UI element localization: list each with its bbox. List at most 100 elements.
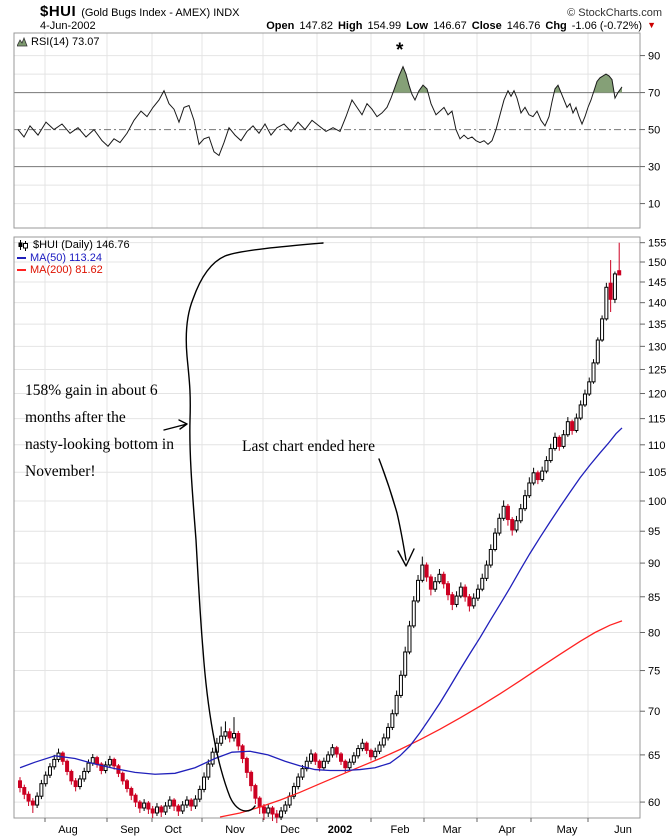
candle-up [518, 508, 523, 522]
gain-annotation-text: 158% gain in about 6 months after the na… [25, 382, 174, 480]
candle-down [368, 749, 373, 758]
open-value: 147.82 [299, 20, 333, 32]
candle-up [454, 595, 459, 605]
candle-up [386, 726, 391, 739]
candle-up [360, 742, 365, 750]
close-label: Close [471, 20, 502, 32]
month-label: May [557, 824, 578, 836]
rsi-axis-label: 50 [648, 125, 660, 137]
candle-down [343, 760, 348, 769]
hand-drawn-curve [185, 242, 324, 812]
symbol-legend-row: $HUI (Daily) 146.76 [17, 239, 130, 252]
candle-up [488, 548, 493, 566]
axis-labels-group: 60 65 70 75 80 85 90 95 100 105 110 115 120 125 130 135… [44, 51, 666, 836]
candle-up [394, 694, 399, 715]
candle-up [416, 579, 421, 602]
candle-down [570, 421, 575, 432]
candle-down [467, 596, 472, 607]
rsi-mountain-icon [17, 37, 28, 47]
candle-down [446, 583, 450, 596]
candle-up [283, 804, 288, 812]
candle-up [52, 758, 57, 768]
candle-up [35, 795, 40, 806]
candle-down [317, 760, 322, 769]
candle-up [210, 751, 215, 765]
candle-down [73, 780, 78, 788]
candle-up [193, 798, 198, 807]
candle-up [330, 747, 335, 756]
candle-down [95, 757, 100, 765]
chart-header: $HUI (Gold Bugs Index - AMEX) INDX © Sto… [40, 3, 662, 20]
rsi-plot-group [14, 65, 640, 168]
ticker-description: (Gold Bugs Index - AMEX) INDX [81, 7, 240, 19]
candle-down [176, 805, 181, 812]
candle-up [591, 362, 596, 383]
small-arrow-pointer [163, 419, 188, 431]
candle-down [424, 564, 429, 578]
candle-down [112, 758, 117, 767]
price-axis-label: 100 [648, 496, 666, 508]
candle-up [493, 532, 498, 550]
candle-up [501, 505, 506, 519]
month-label: Oct [164, 824, 181, 836]
candle-up [266, 807, 271, 814]
candle-up [77, 778, 82, 788]
rsi-axis-label: 70 [648, 88, 660, 100]
candle-up [565, 421, 570, 436]
candle-down [172, 799, 177, 807]
candle-down [189, 799, 194, 807]
candle-up [600, 318, 605, 341]
price-panel-frame [13, 236, 641, 819]
candle-down [428, 576, 433, 590]
rsi-legend-label: RSI(14) 73.07 [31, 36, 100, 48]
candle-up [390, 713, 395, 728]
candle-up [587, 381, 592, 395]
candle-up [548, 448, 553, 462]
price-axis-label: 150 [648, 257, 666, 269]
candle-up [407, 625, 412, 653]
panel-frames-group [13, 32, 641, 819]
rsi-overbought-fill [393, 66, 412, 93]
rsi-axis-label: 10 [648, 199, 660, 211]
candle-down [227, 731, 232, 739]
rsi-overbought-fill [593, 74, 615, 93]
candle-up [197, 788, 202, 800]
close-value: 146.76 [506, 20, 541, 32]
quote-date: 4-Jun-2002 [40, 20, 96, 32]
candle-up [300, 768, 305, 778]
candle-down [608, 282, 613, 300]
price-axis-label: 155 [648, 238, 666, 250]
hand-drawn-annotations-group [163, 242, 415, 812]
down-triangle-icon: ▼ [647, 20, 656, 30]
candle-down [125, 780, 129, 789]
candle-up [561, 434, 566, 447]
price-axis-label: 90 [648, 558, 660, 570]
main-legend: $HUI (Daily) 146.76 MA(50) 113.24 MA(200… [17, 239, 130, 277]
candle-down [557, 436, 562, 447]
candle-up [86, 762, 91, 772]
candle-down [22, 787, 27, 795]
gridlines-group [14, 33, 640, 818]
month-label: Jun [614, 824, 632, 836]
candle-down [535, 472, 540, 481]
candle-down [313, 753, 318, 762]
quote-row: 4-Jun-2002 Open 147.82 High 154.99 Low 1… [40, 20, 656, 32]
candle-down [120, 772, 125, 782]
candle-down [257, 797, 262, 808]
candle-up [103, 764, 108, 772]
price-axis-label: 80 [648, 628, 660, 640]
candle-up [304, 760, 309, 770]
price-axis-label: 75 [648, 666, 660, 678]
candle-up [582, 393, 587, 406]
candle-up [184, 799, 189, 806]
candle-up [595, 339, 600, 364]
ma200-swatch [17, 269, 26, 272]
candle-up [531, 472, 536, 484]
month-label: Nov [225, 824, 245, 836]
candle-down [463, 586, 468, 598]
candle-up [437, 573, 442, 583]
candle-up [484, 564, 489, 579]
price-axis-label: 140 [648, 298, 666, 310]
candle-up [527, 482, 532, 497]
